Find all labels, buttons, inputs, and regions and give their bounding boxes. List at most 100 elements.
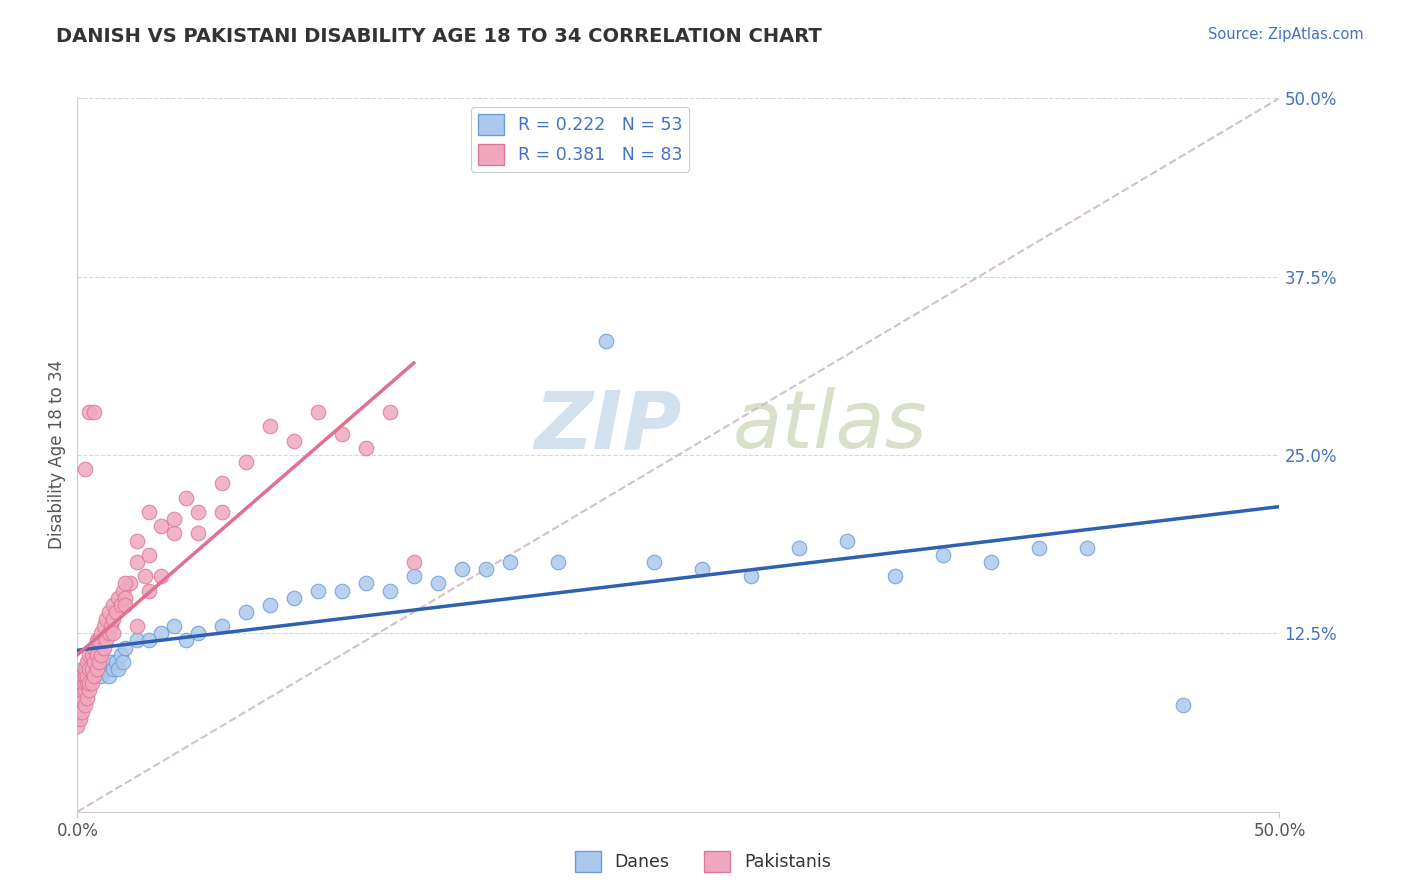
Point	[235, 605, 257, 619]
Point	[83, 405, 105, 419]
Point	[79, 648, 101, 662]
Point	[427, 576, 450, 591]
Point	[70, 676, 93, 690]
Point	[73, 683, 96, 698]
Point	[259, 419, 281, 434]
Legend: R = 0.222   N = 53, R = 0.381   N = 83: R = 0.222 N = 53, R = 0.381 N = 83	[471, 107, 689, 172]
Point	[83, 669, 105, 683]
Point	[980, 555, 1002, 569]
Point	[354, 576, 377, 591]
Point	[499, 555, 522, 569]
Point	[186, 626, 209, 640]
Point	[1076, 541, 1098, 555]
Text: DANISH VS PAKISTANI DISABILITY AGE 18 TO 34 CORRELATION CHART: DANISH VS PAKISTANI DISABILITY AGE 18 TO…	[56, 27, 823, 45]
Point	[93, 619, 115, 633]
Point	[103, 662, 125, 676]
Point	[883, 569, 905, 583]
Point	[87, 662, 110, 676]
Point	[80, 669, 103, 683]
Point	[86, 662, 108, 676]
Point	[79, 655, 101, 669]
Point	[402, 555, 425, 569]
Point	[211, 476, 233, 491]
Point	[90, 669, 112, 683]
Point	[79, 676, 101, 690]
Point	[174, 491, 197, 505]
Point	[70, 662, 93, 676]
Point	[283, 591, 305, 605]
Point	[475, 562, 498, 576]
Text: Source: ZipAtlas.com: Source: ZipAtlas.com	[1208, 27, 1364, 42]
Point	[70, 690, 93, 705]
Point	[90, 648, 112, 662]
Point	[235, 455, 257, 469]
Point	[127, 555, 149, 569]
Point	[1173, 698, 1195, 712]
Point	[186, 526, 209, 541]
Point	[134, 569, 156, 583]
Point	[307, 583, 329, 598]
Point	[97, 626, 120, 640]
Point	[692, 562, 714, 576]
Point	[354, 441, 377, 455]
Point	[73, 662, 96, 676]
Point	[138, 548, 160, 562]
Point	[138, 633, 160, 648]
Point	[104, 655, 127, 669]
Point	[283, 434, 305, 448]
Point	[93, 640, 115, 655]
Point	[402, 569, 425, 583]
Point	[76, 669, 98, 683]
Point	[186, 505, 209, 519]
Point	[76, 655, 98, 669]
Point	[70, 683, 93, 698]
Point	[107, 662, 129, 676]
Point	[150, 569, 173, 583]
Point	[150, 626, 173, 640]
Point	[110, 648, 132, 662]
Point	[378, 405, 401, 419]
Point	[307, 405, 329, 419]
Point	[80, 662, 103, 676]
Point	[103, 626, 125, 640]
Point	[80, 648, 103, 662]
Point	[114, 640, 136, 655]
Point	[97, 669, 120, 683]
Point	[162, 526, 184, 541]
Point	[69, 690, 91, 705]
Point	[162, 512, 184, 526]
Point	[107, 591, 129, 605]
Point	[150, 519, 173, 533]
Point	[100, 619, 122, 633]
Point	[66, 705, 89, 719]
Point	[69, 712, 91, 726]
Point	[451, 562, 474, 576]
Point	[127, 619, 149, 633]
Point	[73, 698, 96, 712]
Point	[211, 505, 233, 519]
Point	[87, 655, 110, 669]
Point	[87, 633, 110, 648]
Point	[80, 676, 103, 690]
Point	[740, 569, 762, 583]
Point	[79, 405, 101, 419]
Point	[96, 612, 118, 626]
Point	[93, 662, 115, 676]
Point	[86, 633, 108, 648]
Legend: Danes, Pakistanis: Danes, Pakistanis	[568, 844, 838, 879]
Point	[76, 676, 98, 690]
Point	[259, 598, 281, 612]
Point	[73, 462, 96, 476]
Point	[787, 541, 810, 555]
Point	[835, 533, 858, 548]
Point	[86, 648, 108, 662]
Point	[138, 505, 160, 519]
Point	[69, 698, 91, 712]
Point	[330, 426, 353, 441]
Point	[111, 655, 134, 669]
Point	[378, 583, 401, 598]
Point	[79, 662, 101, 676]
Point	[69, 683, 91, 698]
Point	[162, 619, 184, 633]
Point	[70, 669, 93, 683]
